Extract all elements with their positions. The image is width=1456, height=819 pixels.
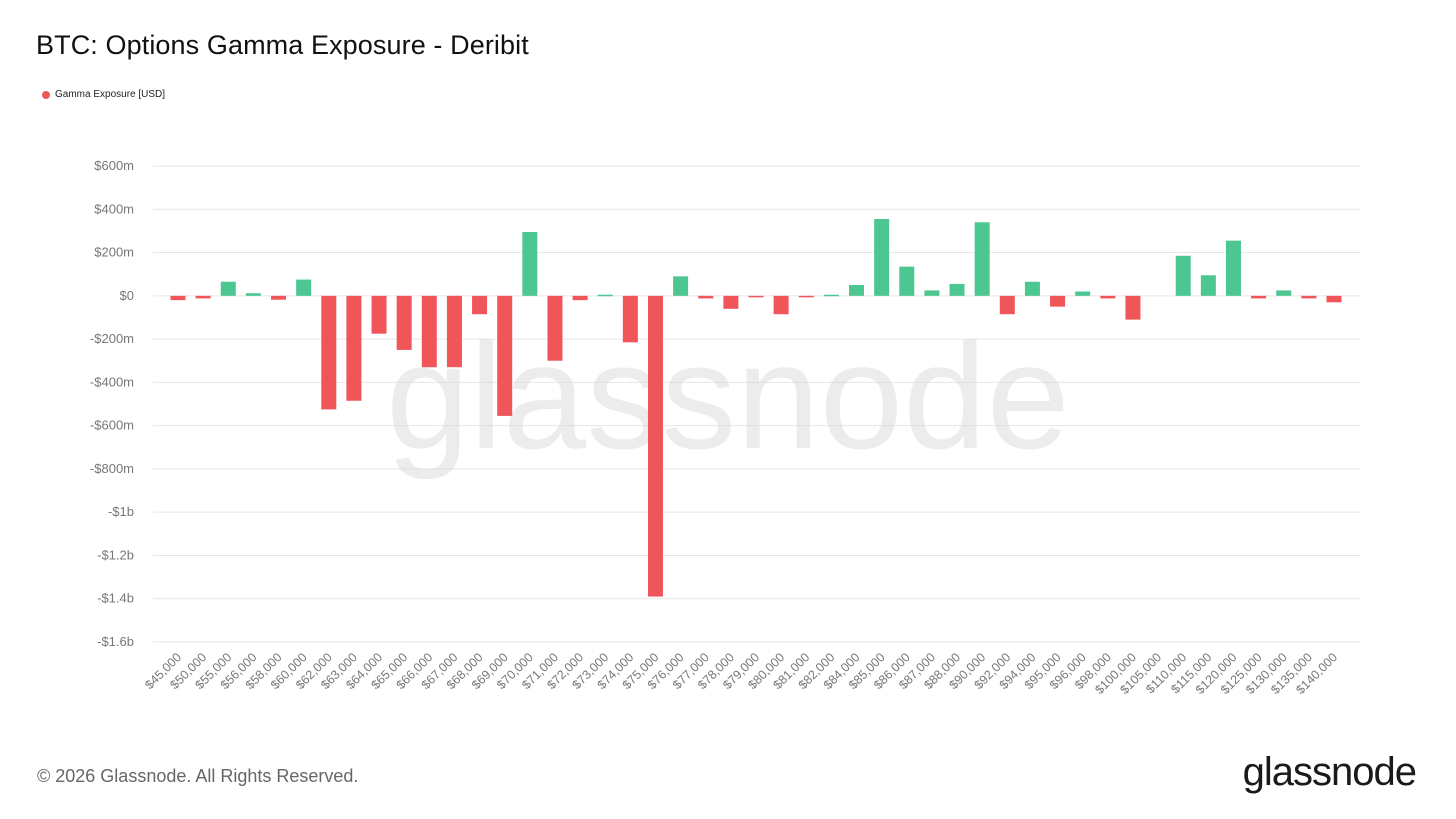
bar-92000[interactable] (999, 295, 1015, 315)
bar-66000[interactable] (421, 295, 437, 368)
bar-86000[interactable] (899, 266, 915, 296)
y-tick-label: $200m (94, 245, 134, 260)
y-axis-tick-labels: $600m $400m $200m $0 -$200m -$400m -$600m -$800… (90, 158, 134, 649)
bar-88000[interactable] (949, 283, 965, 296)
bar-100000[interactable] (1125, 295, 1141, 320)
bar-64000[interactable] (371, 295, 387, 334)
y-tick-label: -$1.4b (97, 591, 134, 606)
bar-45000[interactable] (170, 295, 186, 301)
bar-65000[interactable] (396, 295, 412, 350)
bar-75000[interactable] (647, 295, 663, 597)
bar-50000[interactable] (195, 295, 211, 299)
bar-55000[interactable] (220, 281, 236, 296)
bar-110000[interactable] (1175, 255, 1191, 296)
watermark: glassnode (386, 312, 1070, 480)
legend[interactable]: Gamma Exposure [USD] (42, 89, 165, 100)
bar-98000[interactable] (1100, 295, 1116, 299)
bar-135000[interactable] (1301, 295, 1317, 299)
bar-76000[interactable] (673, 276, 689, 296)
y-tick-label: $400m (94, 201, 134, 216)
bar-115000[interactable] (1200, 275, 1216, 296)
bar-77000[interactable] (698, 295, 714, 299)
copyright-footer: © 2026 Glassnode. All Rights Reserved. (37, 766, 359, 786)
bar-85000[interactable] (874, 219, 890, 296)
bar-62000[interactable] (321, 295, 337, 410)
bar-67000[interactable] (446, 295, 462, 368)
bar-72000[interactable] (572, 295, 588, 301)
bar-96000[interactable] (1075, 291, 1091, 296)
bar-73000[interactable] (597, 294, 613, 297)
y-tick-label: -$1b (108, 504, 134, 519)
glassnode-logo: glassnode (1242, 750, 1417, 794)
y-tick-label: -$1.2b (97, 547, 134, 562)
legend-marker (42, 90, 50, 99)
bar-87000[interactable] (924, 290, 940, 296)
y-tick-label: -$200m (90, 331, 134, 346)
bar-74000[interactable] (622, 295, 638, 343)
grid-lines (153, 165, 1360, 643)
bar-140000[interactable] (1326, 295, 1342, 303)
y-tick-label: -$400m (90, 374, 134, 389)
bar-69000[interactable] (497, 295, 513, 416)
y-tick-label: -$1.6b (97, 634, 134, 649)
bar-82000[interactable] (823, 294, 839, 297)
bar-60000[interactable] (296, 279, 312, 296)
bar-58000[interactable] (271, 295, 287, 300)
bar-84000[interactable] (849, 285, 865, 296)
bar-78000[interactable] (723, 295, 739, 309)
y-tick-label: -$800m (90, 461, 134, 476)
bar-95000[interactable] (1050, 295, 1066, 307)
legend-label: Gamma Exposure [USD] (55, 89, 166, 100)
x-axis-tick-labels: $45,000$50,000$55,000$56,000$58,000$60,0… (142, 650, 1340, 697)
bar-80000[interactable] (773, 295, 789, 315)
y-tick-label: $600m (94, 158, 134, 173)
bar-130000[interactable] (1276, 290, 1292, 296)
bar-90000[interactable] (974, 222, 990, 296)
bar-125000[interactable] (1251, 295, 1267, 299)
chart-title: BTC: Options Gamma Exposure - Deribit (36, 30, 529, 60)
bar-120000[interactable] (1225, 240, 1241, 296)
bar-94000[interactable] (1024, 281, 1040, 296)
bar-68000[interactable] (472, 295, 488, 315)
bar-56000[interactable] (245, 293, 261, 296)
y-tick-label: -$600m (90, 418, 134, 433)
bars (170, 219, 1342, 597)
bar-81000[interactable] (798, 295, 814, 298)
bar-63000[interactable] (346, 295, 362, 401)
bar-79000[interactable] (748, 295, 764, 298)
bar-71000[interactable] (547, 295, 563, 361)
bar-70000[interactable] (522, 231, 538, 296)
y-tick-label: $0 (120, 288, 134, 303)
